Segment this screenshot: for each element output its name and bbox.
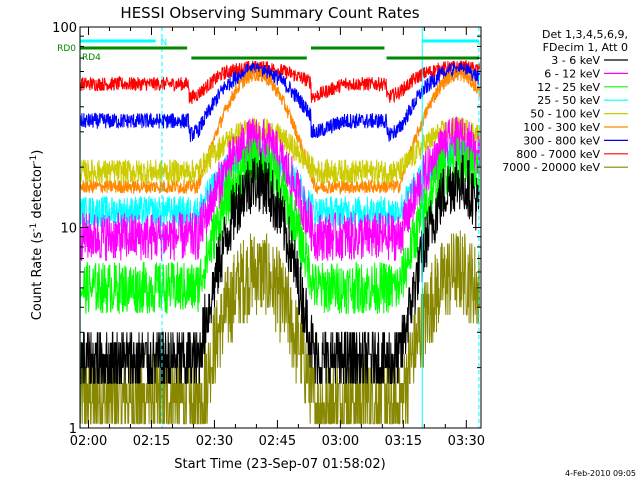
y-tick-label: 100 xyxy=(52,21,77,36)
legend-header-line2: FDecim 1, Att 0 xyxy=(543,41,628,54)
legend-entry-label: 100 - 300 keV xyxy=(523,121,600,134)
x-tick-label: 03:15 xyxy=(385,434,422,449)
legend-entry-label: 25 - 50 keV xyxy=(537,94,600,107)
footer-date: 4-Feb-2010 09:05 xyxy=(565,469,636,478)
y-axis-label-part3: ) xyxy=(30,150,45,155)
legend-entry-label: 800 - 7000 keV xyxy=(516,148,600,161)
legend-entry-label: 50 - 100 keV xyxy=(530,108,600,121)
chart-title: HESSI Observing Summary Count Rates xyxy=(120,4,419,22)
x-tick-label: 02:00 xyxy=(70,434,107,449)
series-line xyxy=(79,152,480,384)
x-tick-label: 02:45 xyxy=(259,434,296,449)
flag-bar-label: RD0 xyxy=(57,44,76,54)
legend-header-line1: Det 1,3,4,5,6,9, xyxy=(542,28,628,41)
legend-entry-label: 7000 - 20000 keV xyxy=(502,161,600,174)
x-axis-label: Start Time (23-Sep-07 01:58:02) xyxy=(174,457,385,472)
x-tick-label: 02:30 xyxy=(196,434,233,449)
legend-entry-label: 12 - 25 keV xyxy=(537,81,600,94)
legend-entry-label: 300 - 800 keV xyxy=(523,134,600,147)
series-line xyxy=(79,62,480,143)
series-group xyxy=(79,59,480,425)
flag-bar-label: N xyxy=(161,38,168,48)
x-tick-label: 03:00 xyxy=(322,434,359,449)
series-line xyxy=(79,117,480,184)
y-axis-label-part1: Count Rate (s xyxy=(30,232,45,321)
y-axis-label-sup1: -1 xyxy=(29,223,39,232)
legend-entry-label: 3 - 6 keV xyxy=(551,54,600,67)
y-axis-label-part2: detector xyxy=(30,163,45,223)
y-axis-label: Count Rate (s-1 detector-1) xyxy=(29,150,45,321)
axes-group: 1 10 100 02:00 02:15 02:30 02:45 03:00 03:15 03:3… xyxy=(52,21,485,449)
flag-group: N RD0 RD4 xyxy=(57,38,479,63)
series-line xyxy=(79,116,480,261)
series-line xyxy=(79,230,480,425)
legend-entry-label: 6 - 12 keV xyxy=(544,67,600,80)
series-line xyxy=(79,59,480,104)
flag-bar-label: RD4 xyxy=(82,53,101,63)
y-tick-label: 1 xyxy=(69,422,77,437)
y-axis-label-sup2: -1 xyxy=(29,155,39,164)
legend: Det 1,3,4,5,6,9, FDecim 1, Att 0 3 - 6 k… xyxy=(502,28,628,174)
x-tick-label: 03:30 xyxy=(448,434,485,449)
y-tick-label: 10 xyxy=(60,222,77,237)
x-tick-label: 02:15 xyxy=(133,434,170,449)
